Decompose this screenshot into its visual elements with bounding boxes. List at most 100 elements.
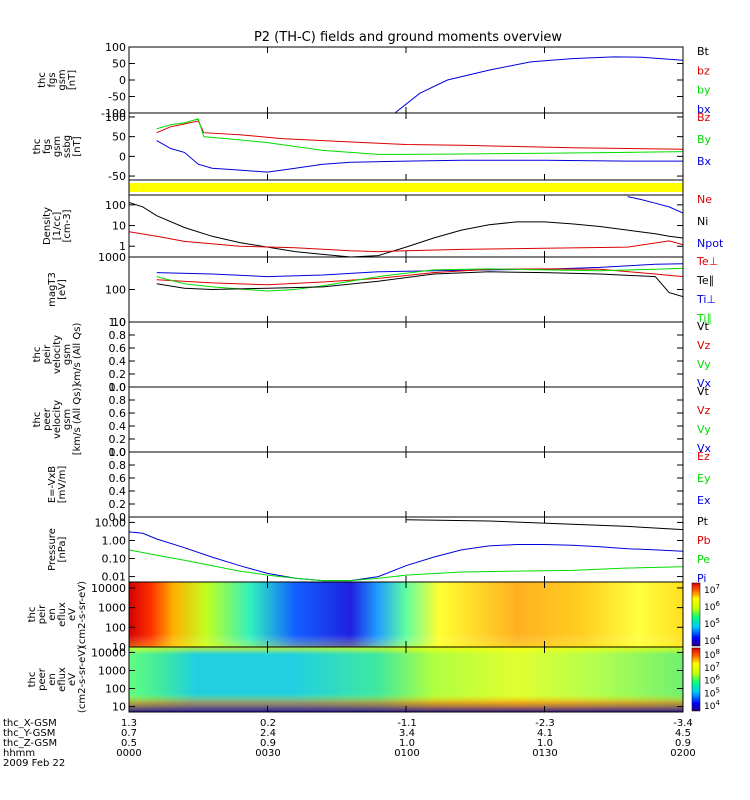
legend-entry: Ne [697, 193, 712, 206]
colorbar-label: 104 [704, 699, 720, 712]
y-axis-label: fgs [47, 72, 58, 87]
legend-entry: bz [697, 64, 710, 77]
y-tick-label: 100 [105, 41, 126, 54]
time-axis: thc_X-GSM thc_Y-GSM thc_Z-GSM hhmm 2009 … [3, 718, 696, 769]
y-axis-label: [mV/m] [57, 466, 68, 504]
panel-fgs_gse: 100 50 0 -50 -100 thc fgs gsm [nT] Bt bz by bx [37, 41, 711, 120]
y-tick-label: 0.10 [102, 553, 127, 566]
y-tick-label: 1.0 [109, 316, 127, 329]
y-tick-label: 10 [112, 220, 126, 233]
y-tick-label: 100 [105, 199, 126, 212]
y-tick-label: 1 [119, 240, 126, 253]
tick-1-hhmm: 0030 [255, 748, 280, 759]
colorbar-exponent: 6 [715, 674, 720, 682]
y-tick-label: 0.01 [102, 571, 127, 584]
y-tick-label: 50 [112, 131, 126, 144]
y-tick-label: 10 [112, 641, 126, 654]
series-line-black [156, 271, 683, 298]
colorbar-exponent: 5 [715, 617, 719, 625]
y-axis-label: km/s (All Qs) [72, 323, 83, 387]
panel-frame [128, 386, 684, 453]
tick-2-z: 1.0 [399, 738, 415, 749]
legend-entry: Bx [697, 155, 712, 168]
legend-entry: Vt [697, 385, 710, 398]
series-line-green [156, 118, 683, 155]
panel-frame [128, 112, 684, 181]
legend-entry: Pt [697, 515, 709, 528]
colorbar-label: 106 [704, 674, 720, 687]
y-tick-label: 0.2 [109, 498, 127, 511]
y-axis-label: thc [27, 672, 38, 688]
series-line-green [156, 267, 683, 292]
tick-0-y: 0.7 [121, 728, 137, 739]
y-axis-label: en [47, 608, 58, 621]
panel-frame [128, 451, 684, 518]
legend-entry: Ti⊥ [696, 293, 716, 306]
legend-entry: By [697, 133, 712, 146]
y-tick-label: 1000 [98, 664, 126, 677]
y-tick-label: 0 [119, 150, 126, 163]
y-axis-label: (cm2-s-sr-eV) [77, 581, 88, 648]
y-tick-label: 0.0 [109, 511, 127, 524]
y-axis-label: eflux [57, 667, 68, 692]
y-axis-label: E=-VxB [47, 466, 58, 503]
colorbar-exponent: 8 [715, 648, 719, 656]
legend-entry: Ex [697, 494, 711, 507]
legend-entry: Te∥ [696, 274, 714, 287]
tick-0-x: 1.3 [121, 718, 137, 729]
series-line-black [129, 202, 683, 257]
tick-4-x: -3.4 [673, 718, 693, 729]
y-axis-label: magT3 [47, 272, 58, 307]
y-tick-label: 100 [105, 683, 126, 696]
panel-density: 100 10 1 Density [1/cc] [cm-3] Ne Ni Npot [42, 193, 724, 258]
y-axis-label: thc [37, 72, 48, 88]
colorbar-label: 107 [704, 661, 720, 674]
y-tick-label: 0.8 [109, 459, 127, 472]
series-line-green [129, 549, 683, 582]
y-axis-label: eV [67, 673, 78, 686]
y-tick-label: 0.6 [109, 407, 127, 420]
y-tick-label: 10000 [91, 646, 126, 659]
y-tick-label: -50 [108, 170, 126, 183]
panel-frame [128, 321, 684, 388]
y-tick-label: 0 [119, 74, 126, 87]
y-tick-label: 0.8 [109, 329, 127, 342]
colorbar-label: 104 [704, 634, 720, 647]
y-axis-label: fgs [42, 139, 53, 154]
y-tick-label: 0.6 [109, 472, 127, 485]
y-tick-label: 0.0 [109, 381, 127, 394]
series-line-red [156, 120, 683, 150]
y-axis-label: [cm-3] [62, 209, 73, 242]
y-tick-label: 10 [112, 701, 126, 714]
y-axis-label: [nT] [67, 70, 78, 90]
colorbar-exponent: 4 [715, 699, 720, 707]
colorbar-exponent: 7 [715, 661, 719, 669]
panel-mode_bar [128, 179, 684, 196]
y-axis-label: velocity [52, 400, 63, 439]
colorbar-label: 105 [704, 617, 720, 630]
colorbar [691, 582, 701, 647]
y-axis-label: gsm [52, 136, 63, 157]
tick-3-y: 4.1 [537, 728, 553, 739]
y-tick-label: 0.6 [109, 342, 127, 355]
y-axis-label: eflux [57, 602, 68, 627]
series-line-black [405, 519, 683, 531]
y-tick-label: 1000 [98, 602, 126, 615]
plot-title: P2 (TH-C) fields and ground moments over… [254, 30, 562, 45]
y-axis-label: thc [32, 139, 43, 155]
colorbar-exponent: 4 [715, 634, 720, 642]
y-tick-label: 1.0 [109, 381, 127, 394]
colorbar-exponent: 5 [715, 686, 719, 694]
y-axis-label: ssbg [62, 135, 73, 158]
y-tick-label: -50 [108, 91, 126, 104]
y-tick-label: 10.00 [95, 516, 127, 529]
legend-entry: Ni [697, 215, 708, 228]
y-tick-label: 100 [105, 111, 126, 124]
y-axis-label: [1/cc] [52, 212, 63, 241]
panel-frame [128, 46, 684, 114]
tick-3-z: 1.0 [537, 738, 553, 749]
y-tick-label: 100 [105, 621, 126, 634]
